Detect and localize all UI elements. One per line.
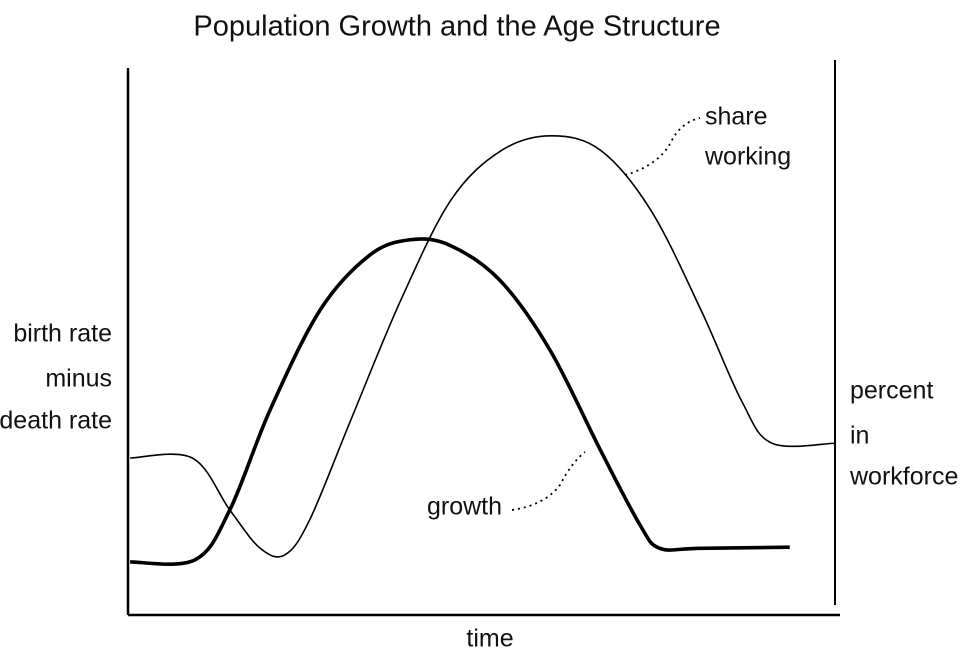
chart-title: Population Growth and the Age Structure — [193, 11, 720, 43]
leader-line — [624, 117, 701, 176]
y-axis-label: birth rate — [13, 320, 112, 348]
data-line — [130, 135, 836, 558]
y-axis-label: minus — [45, 365, 112, 393]
y2-axis-label: percent — [850, 377, 933, 405]
legend-label: share — [705, 103, 768, 131]
legend-label: growth — [427, 493, 502, 521]
x-axis-label: time — [466, 625, 513, 653]
y-axis-label: death rate — [0, 407, 112, 435]
leader-line — [511, 451, 586, 511]
y2-axis-label: in — [850, 422, 869, 450]
data-line — [130, 237, 790, 566]
y2-axis-label: workforce — [849, 463, 958, 491]
legend-label: working — [704, 143, 791, 171]
